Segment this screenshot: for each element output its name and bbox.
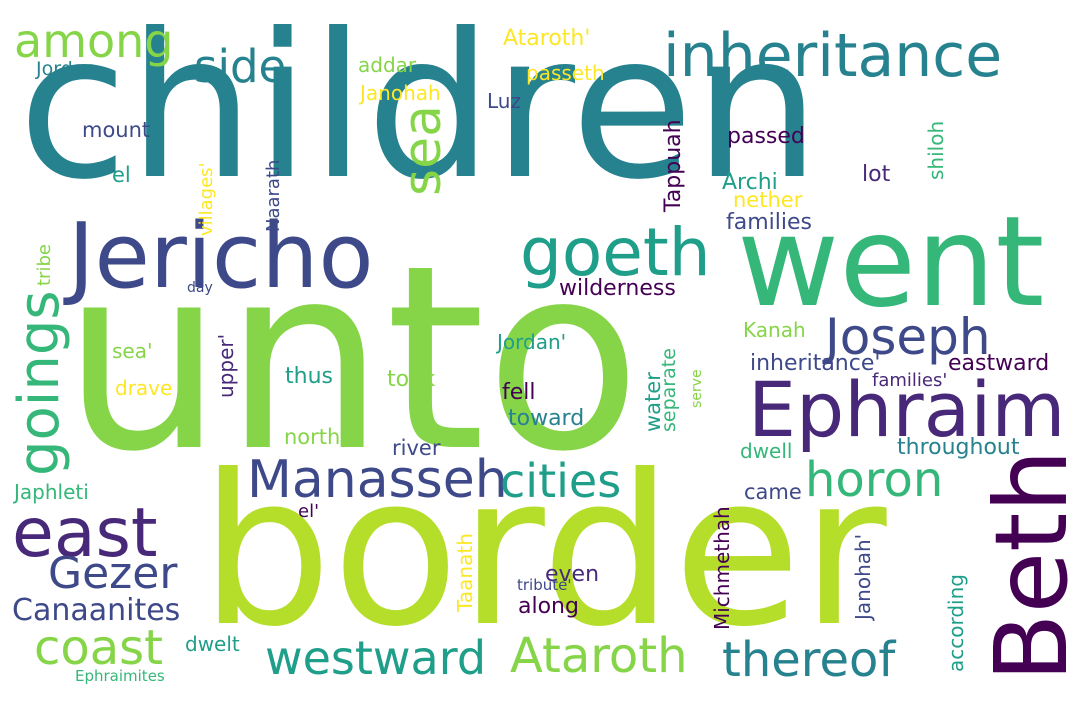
word-goings: goings bbox=[7, 290, 72, 476]
word-east: east bbox=[12, 494, 158, 573]
word-kanah: Kanah bbox=[743, 318, 806, 342]
word-eastward: eastward bbox=[948, 351, 1050, 376]
word-north: north bbox=[284, 425, 341, 449]
word-shiloh: shiloh bbox=[924, 120, 948, 180]
word-tribe: tribe bbox=[34, 244, 55, 286]
word-separate: separate bbox=[658, 348, 680, 432]
word-jordan: Jordan bbox=[36, 58, 97, 80]
word-ephraim: Ephraim bbox=[748, 365, 1066, 454]
word-sea-q: sea' bbox=[112, 339, 153, 363]
word-border: border bbox=[200, 431, 887, 673]
word-day: day bbox=[187, 280, 213, 296]
word-cities: cities bbox=[500, 454, 622, 508]
word-according: according bbox=[944, 574, 968, 672]
word-tribute-q: tribute' bbox=[517, 576, 572, 594]
word-lot: lot bbox=[862, 162, 891, 187]
word-came: came bbox=[744, 480, 802, 504]
word-canaanites: Canaanites bbox=[12, 593, 181, 628]
word-thereof: thereof bbox=[722, 632, 896, 688]
word-manasseh: Manasseh bbox=[247, 450, 508, 510]
word-tappuah: Tappuah bbox=[661, 119, 686, 212]
word-el-q: el' bbox=[298, 501, 320, 522]
word-wilderness: wilderness bbox=[559, 276, 676, 301]
word-luz: Luz bbox=[487, 89, 521, 113]
word-ephraimites: Ephraimites bbox=[75, 667, 165, 685]
word-addar: addar bbox=[358, 53, 417, 77]
word-michmethah: Michmethah bbox=[710, 506, 734, 630]
word-coast: coast bbox=[34, 620, 163, 676]
word-horon: horon bbox=[805, 452, 944, 508]
word-beth: Beth bbox=[973, 449, 1080, 682]
word-goeth: goeth bbox=[520, 214, 711, 291]
word-inheritance: inheritance bbox=[663, 21, 1003, 91]
word-sea: sea bbox=[393, 105, 453, 196]
word-jordan-q: Jordan' bbox=[497, 330, 567, 354]
word-taanath: Taanath bbox=[453, 533, 477, 612]
word-drave: drave bbox=[115, 376, 173, 400]
word-dwelt: dwelt bbox=[185, 632, 240, 656]
word-families-q: families' bbox=[872, 370, 948, 391]
word-ataroth-q: Ataroth' bbox=[503, 26, 591, 51]
word-inheritance-q: inheritance' bbox=[750, 351, 881, 376]
word-archi: Archi bbox=[722, 170, 778, 195]
word-gezer: Gezer bbox=[48, 548, 178, 599]
word-among: among bbox=[14, 14, 174, 68]
word-ataroth: Ataroth bbox=[510, 628, 688, 684]
word-children: children bbox=[18, 0, 821, 224]
word-unto: unto bbox=[62, 211, 642, 508]
word-throughout: throughout bbox=[897, 435, 1020, 460]
word-janohah-q: Janohah' bbox=[851, 533, 875, 620]
word-river: river bbox=[392, 436, 441, 460]
word-took: took bbox=[387, 367, 436, 392]
word-villages-q: villages' bbox=[196, 162, 217, 236]
word-fell: fell bbox=[502, 380, 536, 405]
word-nether: nether bbox=[733, 188, 803, 212]
word-japhleti: Japhleti bbox=[14, 480, 89, 504]
word-thus: thus bbox=[285, 364, 333, 389]
word-upper-q: upper' bbox=[214, 333, 238, 398]
word-even: even bbox=[545, 562, 600, 587]
word-went: went bbox=[737, 190, 1045, 335]
word-passeth: passeth bbox=[526, 61, 605, 85]
word-el: el bbox=[112, 163, 131, 187]
word-side: side bbox=[194, 40, 287, 93]
word-naarath: Naarath bbox=[263, 159, 284, 232]
word-mount: mount bbox=[82, 118, 151, 142]
word-toward: toward bbox=[508, 406, 585, 431]
word-westward: westward bbox=[265, 631, 487, 685]
word-janohah: Janohah bbox=[360, 81, 441, 105]
word-passed: passed bbox=[727, 124, 805, 149]
word-along: along bbox=[518, 594, 579, 619]
word-serve: serve bbox=[689, 369, 705, 408]
word-dwell: dwell bbox=[740, 439, 793, 463]
word-families: families bbox=[726, 210, 812, 235]
word-jericho: Jericho bbox=[68, 204, 374, 309]
word-joseph: Joseph bbox=[825, 308, 991, 366]
